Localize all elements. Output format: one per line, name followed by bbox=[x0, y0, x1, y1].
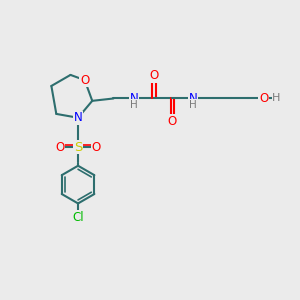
Text: N: N bbox=[189, 92, 197, 105]
Text: O: O bbox=[55, 141, 64, 154]
Text: O: O bbox=[259, 92, 268, 105]
Text: H: H bbox=[130, 100, 138, 110]
Text: H: H bbox=[189, 100, 197, 110]
Text: N: N bbox=[74, 111, 82, 124]
Text: O: O bbox=[92, 141, 101, 154]
Text: O: O bbox=[149, 69, 159, 82]
Text: H: H bbox=[272, 94, 281, 103]
Text: Cl: Cl bbox=[72, 211, 84, 224]
Text: O: O bbox=[168, 115, 177, 128]
Text: O: O bbox=[80, 74, 89, 87]
Text: S: S bbox=[74, 141, 82, 154]
Text: N: N bbox=[130, 92, 138, 105]
